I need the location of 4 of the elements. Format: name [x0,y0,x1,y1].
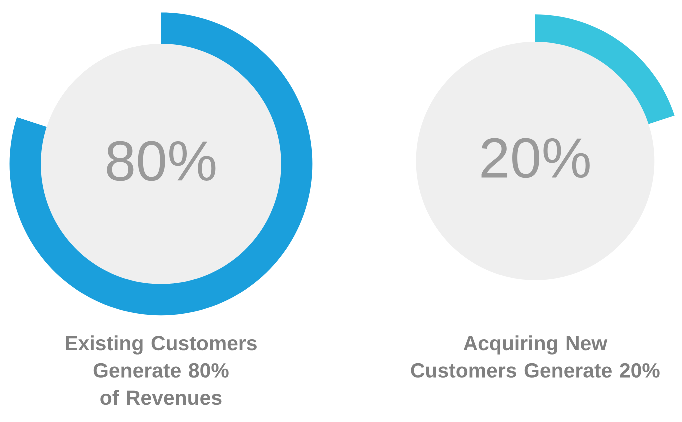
text: Existing Customers Generate 80% of Revenues [66,336,257,406]
text: Acquiring New Customers Generate 20% [411,336,660,378]
text: 20% [482,138,590,178]
text: 80% [107,141,216,182]
